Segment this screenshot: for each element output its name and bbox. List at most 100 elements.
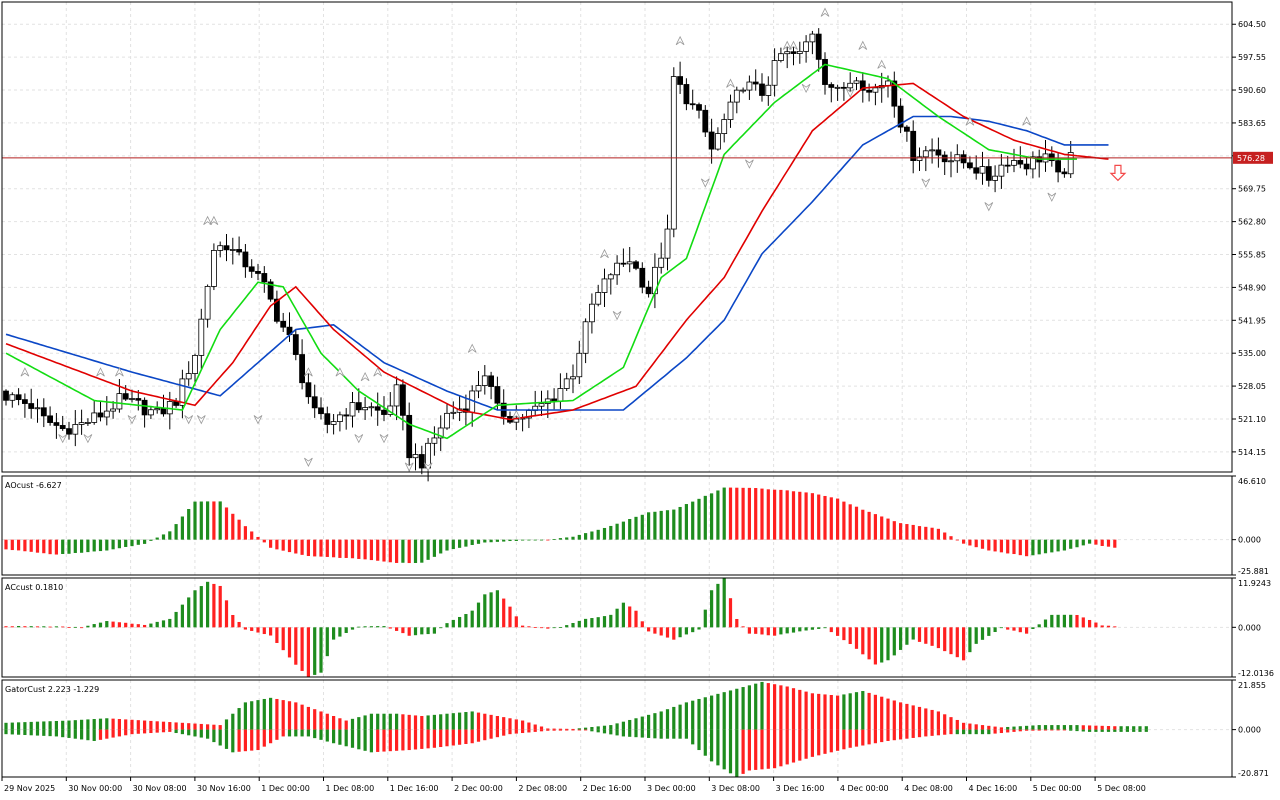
bull-candle-body bbox=[664, 228, 671, 259]
gator-lower-bar bbox=[533, 729, 537, 732]
candle bbox=[721, 113, 728, 143]
ac-down-bar bbox=[936, 627, 940, 649]
gator-lower-bar bbox=[61, 729, 65, 738]
fractal-arrow-icon bbox=[877, 59, 887, 69]
ac-up-bar bbox=[993, 627, 997, 633]
bull-candle-body bbox=[450, 411, 457, 414]
bear-candle-body bbox=[223, 245, 230, 251]
bear-candle-body bbox=[488, 375, 495, 387]
gator-lower-bar bbox=[1050, 729, 1054, 731]
ao-up-bar bbox=[413, 539, 418, 563]
gator-upper-bar bbox=[943, 714, 947, 730]
gator-lower-bar bbox=[224, 729, 229, 749]
gator-lower-bar bbox=[1081, 729, 1085, 732]
bull-candle-body bbox=[1011, 160, 1017, 166]
ac-down-bar bbox=[224, 600, 229, 628]
ao-up-bar bbox=[489, 539, 493, 543]
ac-down-bar bbox=[401, 627, 405, 634]
gator-lower-bar bbox=[287, 729, 292, 737]
gator-lower-bar bbox=[1094, 729, 1098, 732]
gator-lower-bar bbox=[1031, 729, 1035, 731]
gator-lower-bar bbox=[124, 729, 128, 736]
gator-lower-bar bbox=[306, 729, 310, 737]
gator-lower-bar bbox=[949, 729, 953, 735]
bear-candle-body bbox=[135, 398, 142, 401]
gator-upper-bar bbox=[609, 725, 613, 730]
gator-lower-bar bbox=[880, 729, 884, 743]
ac-down-bar bbox=[4, 626, 8, 628]
gator-lower-bar bbox=[1056, 729, 1060, 731]
gator-lower-bar bbox=[684, 729, 688, 739]
ao-down-bar bbox=[332, 539, 336, 558]
gator-lower-bar bbox=[527, 729, 531, 733]
ac-up-bar bbox=[609, 614, 613, 628]
gator-upper-bar bbox=[338, 718, 342, 730]
ac-pane[interactable] bbox=[4, 577, 1117, 677]
gator-lower-bar bbox=[451, 729, 455, 746]
ac-up-bar bbox=[180, 604, 184, 628]
gator-lower-bar bbox=[754, 729, 758, 770]
gator-lower-bar bbox=[445, 729, 449, 747]
gator-lower-bar bbox=[1075, 729, 1079, 732]
gator-upper-bar bbox=[180, 722, 184, 730]
ao-up-bar bbox=[653, 511, 657, 540]
fractal-arrow-icon bbox=[789, 40, 798, 50]
sell-arrow-icon bbox=[1109, 164, 1127, 182]
gator-upper-bar bbox=[237, 708, 241, 730]
gator-lower-bar bbox=[873, 729, 877, 744]
gator-lower-bar bbox=[987, 729, 991, 735]
bid-price-label-bg bbox=[1233, 151, 1273, 164]
ac-down-bar bbox=[924, 627, 928, 644]
price-pane[interactable] bbox=[2, 7, 1232, 482]
candle bbox=[78, 409, 85, 435]
ao-down-bar bbox=[766, 489, 770, 540]
ac-up-bar bbox=[980, 627, 985, 640]
gator-upper-bar bbox=[1031, 725, 1035, 730]
gator-upper-bar bbox=[98, 718, 103, 730]
ao-up-bar bbox=[464, 539, 468, 547]
ao-up-bar bbox=[665, 510, 670, 540]
time-label: 4 Dec 08:00 bbox=[904, 784, 953, 793]
gator-upper-bar bbox=[313, 709, 317, 730]
candle bbox=[406, 402, 413, 472]
gator-lower-bar bbox=[269, 729, 273, 744]
gator-upper-bar bbox=[48, 721, 52, 730]
gator-upper-bar bbox=[395, 713, 399, 730]
gator-upper-bar bbox=[861, 691, 865, 730]
gator-lower-bar bbox=[376, 729, 380, 752]
bear-candle-body bbox=[242, 251, 249, 268]
gator-upper-bar bbox=[785, 686, 789, 730]
ac-down-bar bbox=[854, 627, 859, 649]
bull-candle-body bbox=[922, 150, 929, 158]
ac-up-bar bbox=[161, 620, 166, 628]
ac-up-bar bbox=[691, 627, 695, 633]
time-label: 4 Dec 00:00 bbox=[840, 784, 889, 793]
gator-upper-bar bbox=[376, 713, 380, 730]
ao-pane[interactable] bbox=[4, 487, 1117, 564]
bull-candle-body bbox=[670, 76, 677, 230]
candle bbox=[110, 401, 116, 419]
bear-candle-body bbox=[1023, 163, 1030, 170]
gator-lower-bar bbox=[395, 729, 399, 751]
ac-up-bar bbox=[905, 627, 909, 645]
ao-down-bar bbox=[735, 487, 739, 540]
bear-candle-body bbox=[374, 406, 381, 411]
bear-candle-body bbox=[406, 414, 413, 459]
candle bbox=[210, 243, 217, 291]
gator-lower-bar bbox=[1125, 729, 1129, 732]
gator-upper-bar bbox=[413, 715, 418, 730]
ac-up-bar bbox=[363, 626, 367, 628]
bull-candle-body bbox=[192, 355, 198, 374]
candle bbox=[1061, 168, 1068, 178]
ac-up-bar bbox=[710, 590, 714, 628]
gator-lower-bar bbox=[294, 729, 298, 737]
gator-pane[interactable] bbox=[4, 681, 1148, 778]
ao-down-bar bbox=[369, 539, 373, 561]
ao-down-bar bbox=[319, 539, 323, 557]
gator-upper-bar bbox=[193, 723, 197, 730]
bear-candle-body bbox=[248, 266, 255, 272]
bear-candle-body bbox=[160, 408, 167, 415]
bull-candle-body bbox=[727, 101, 734, 120]
